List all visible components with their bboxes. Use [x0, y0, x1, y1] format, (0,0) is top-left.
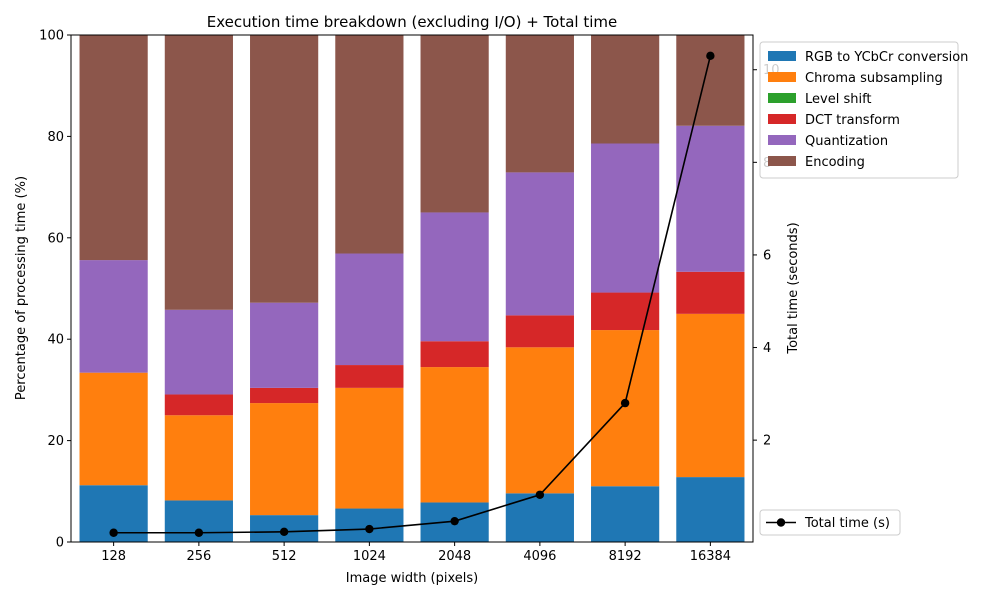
bar-segment — [676, 35, 745, 126]
x-axis-label: Image width (pixels) — [346, 571, 479, 586]
bar-segment — [676, 313, 745, 478]
y-axis-label: Percentage of processing time (%) — [14, 176, 29, 400]
bar-segment — [79, 35, 148, 261]
legend-swatch — [768, 156, 796, 166]
total-time-point — [535, 490, 545, 499]
bar-segment — [505, 315, 574, 348]
bar-segment — [420, 212, 489, 342]
x-tick-label: 16384 — [690, 549, 731, 564]
bar-segment — [164, 309, 233, 395]
legend-bars: RGB to YCbCr conversion Chroma subsamplin… — [759, 41, 968, 179]
bar-segment — [164, 415, 233, 501]
plot-frame — [70, 34, 754, 543]
bar-segment — [335, 253, 404, 366]
total-time-point — [620, 398, 630, 408]
line-layer — [109, 51, 715, 537]
y-tick-label: 100 — [39, 29, 64, 44]
y-tick-label: 80 — [47, 130, 64, 145]
legend-line-marker — [776, 518, 786, 527]
bar-segment — [420, 341, 489, 368]
legend-label: Quantization — [805, 134, 888, 149]
legend-swatch — [768, 93, 796, 103]
bar-segment — [250, 403, 319, 516]
bar-segment — [335, 387, 404, 509]
bar-segment — [250, 35, 319, 303]
total-time-point — [279, 527, 289, 537]
x-tick-label: 256 — [186, 549, 211, 564]
legend-label: RGB to YCbCr conversion — [805, 50, 968, 65]
x-tick-label: 2048 — [438, 549, 471, 564]
y-tick-label: 20 — [47, 434, 64, 449]
bar-segment — [420, 35, 489, 213]
total-time-point — [194, 528, 204, 537]
y-tick-label: 60 — [47, 231, 64, 246]
bar-segment — [79, 372, 148, 486]
total-time-point — [365, 524, 374, 534]
bar-segment — [676, 271, 745, 314]
y-axis-left: 0 20 40 60 80 100 — [39, 29, 71, 551]
x-tick-label: 512 — [272, 549, 297, 564]
bar-segment — [420, 367, 489, 503]
total-time-point — [706, 51, 715, 61]
legend-label: DCT transform — [805, 113, 900, 128]
y2-tick-label: 4 — [763, 341, 771, 356]
legend-swatch — [768, 51, 796, 61]
y2-tick-label: 2 — [763, 434, 771, 449]
legend-line-label: Total time (s) — [804, 516, 890, 531]
bar-segment — [335, 35, 404, 254]
bar-segment — [164, 35, 233, 310]
x-tick-label: 128 — [101, 549, 126, 564]
bar-segment — [250, 387, 319, 404]
bar-segment — [591, 486, 660, 542]
total-time-point — [109, 528, 118, 537]
legend-swatch — [768, 72, 796, 82]
legend-label: Level shift — [805, 92, 872, 107]
y2-axis-label: Total time (seconds) — [786, 222, 801, 354]
bar-segment — [591, 143, 660, 293]
chart-title: Execution time breakdown (excluding I/O)… — [207, 13, 618, 31]
bar-segment — [164, 394, 233, 416]
bar-layer — [79, 35, 745, 542]
bar-segment — [505, 347, 574, 494]
y-tick-label: 0 — [56, 536, 64, 551]
bar-segment — [335, 365, 404, 388]
x-tick-label: 4096 — [523, 549, 556, 564]
y-tick-label: 40 — [47, 333, 64, 348]
x-tick-label: 8192 — [609, 549, 642, 564]
y2-tick-label: 6 — [763, 248, 771, 263]
bar-segment — [676, 125, 745, 272]
legend-swatch — [768, 114, 796, 124]
bar-segment — [591, 330, 660, 487]
legend-line: Total time (s) — [759, 509, 901, 536]
legend-swatch — [768, 135, 796, 145]
bar-segment — [79, 260, 148, 373]
bar-segment — [591, 292, 660, 331]
bar-segment — [250, 302, 319, 388]
x-tick-label: 1024 — [353, 549, 386, 564]
bar-segment — [505, 172, 574, 316]
bar-segment — [505, 35, 574, 173]
bar-segment — [591, 35, 660, 144]
total-time-point — [450, 516, 459, 526]
legend-label: Encoding — [805, 155, 865, 170]
legend-line-box — [759, 509, 901, 536]
bar-segment — [505, 493, 574, 542]
total-time-line — [113, 55, 712, 534]
legend-label: Chroma subsampling — [805, 71, 943, 86]
legend-box — [759, 41, 959, 179]
x-axis: 128 256 512 1024 2048 4096 8192 16384 — [101, 542, 731, 564]
bar-segment — [676, 477, 745, 542]
